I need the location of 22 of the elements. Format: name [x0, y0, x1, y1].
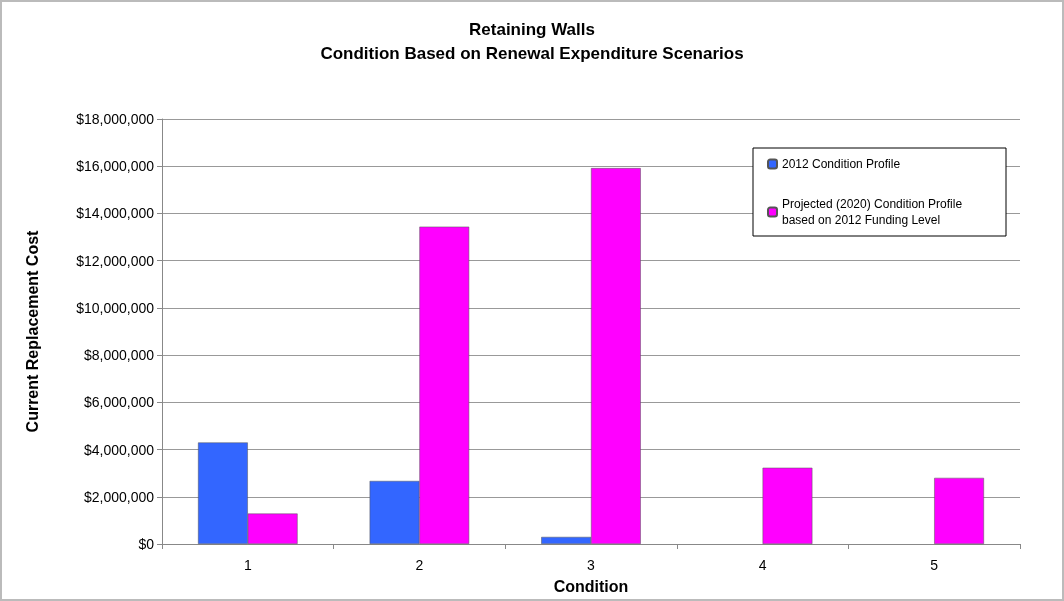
bar	[762, 467, 813, 544]
y-tick-label: $8,000,000	[83, 347, 155, 364]
y-tick-label: $16,000,000	[76, 158, 155, 175]
y-tick-label: $10,000,000	[76, 299, 155, 316]
x-tick-label: 5	[930, 557, 939, 573]
y-tick-label: $6,000,000	[83, 394, 155, 411]
x-tick-label: 3	[587, 557, 596, 573]
legend-label: Projected (2020) Condition Profile based on 2012 Funding Level	[782, 197, 966, 227]
y-axis-title: Current Replacement Cost	[23, 229, 41, 433]
bar	[934, 477, 984, 544]
y-tick-label: $18,000,000	[76, 111, 155, 127]
y-tick-label: $0	[138, 536, 155, 552]
x-tick-label: 2	[415, 557, 424, 573]
x-tick-label: 1	[243, 557, 252, 573]
legend-label: 2012 Condition Profile	[782, 157, 901, 171]
chart-title: Retaining Walls Condition Based on Renewal Expenditure Scenarios	[320, 19, 744, 63]
y-tick-label: $2,000,000	[83, 488, 155, 505]
y-tick-label: $14,000,000	[76, 205, 155, 222]
x-axis-title: Condition	[553, 577, 629, 595]
y-tick-label: $12,000,000	[76, 252, 155, 269]
x-tick-label: 4	[758, 557, 767, 573]
y-tick-label: $4,000,000	[83, 441, 155, 458]
